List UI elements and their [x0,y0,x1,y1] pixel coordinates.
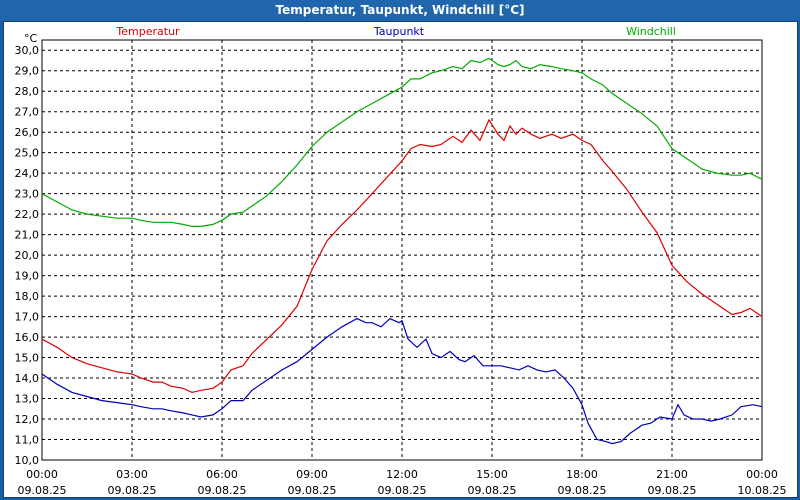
y-tick-label: 15,0 [15,352,40,365]
x-tick-time: 18:00 [566,468,598,481]
x-axis: 00:00 09.08.25 03:00 09.08.25 06:00 09.08.25 0… [18,468,787,497]
y-tick-label: 14,0 [15,372,40,385]
x-tick-time: 21:00 [656,468,688,481]
y-tick-label: 13,0 [15,393,40,406]
x-tick-date: 09.08.25 [468,484,517,497]
y-tick-label: 10,0 [15,454,40,467]
grid [41,40,763,461]
y-tick-label: 21,0 [15,229,40,242]
x-tick-date: 09.08.25 [648,484,697,497]
chart-title: Temperatur, Taupunkt, Windchill [°C] [0,0,800,21]
x-tick-date: 09.08.25 [198,484,247,497]
plot-border [41,39,763,461]
legend-item-temperatur: Temperatur [115,25,180,38]
y-tick-label: 19,0 [15,270,40,283]
series-line-taupunkt [41,317,763,445]
y-tick-label: 30,0 [15,44,40,57]
y-tick-label: 29,0 [15,65,40,78]
x-tick-time: 03:00 [116,468,148,481]
y-tick-label: 24,0 [15,167,40,180]
x-tick-date: 09.08.25 [288,484,337,497]
x-tick-date: 09.08.25 [378,484,427,497]
x-tick-date: 09.08.25 [108,484,157,497]
y-tick-label: 23,0 [15,188,40,201]
series-lines [41,57,763,445]
series-line-windchill [41,57,763,227]
x-tick-time: 15:00 [476,468,508,481]
y-tick-label: 16,0 [15,331,40,344]
y-tick-label: 17,0 [15,311,40,324]
x-tick-date: 09.08.25 [558,484,607,497]
plot-area [41,39,763,461]
series-line-temperatur [41,118,763,394]
y-tick-label: 11,0 [15,434,40,447]
y-unit-label: °C [24,32,38,45]
y-tick-label: 12,0 [15,413,40,426]
x-tick-time: 00:00 [746,468,778,481]
y-tick-label: 25,0 [15,147,40,160]
y-tick-label: 18,0 [15,290,40,303]
y-tick-label: 22,0 [15,208,40,221]
x-tick-time: 00:00 [26,468,58,481]
x-tick-time: 06:00 [206,468,238,481]
y-tick-label: 26,0 [15,126,40,139]
y-tick-label: 20,0 [15,249,40,262]
x-tick-date: 09.08.25 [18,484,67,497]
x-tick-date: 10.08.25 [738,484,787,497]
y-tick-label: 28,0 [15,85,40,98]
legend-item-taupunkt: Taupunkt [373,25,425,38]
y-axis: 10,0 11,0 12,0 13,0 14,0 15,0 16,0 17,0 18,0 19,0… [15,32,40,467]
y-tick-label: 27,0 [15,106,40,119]
x-tick-time: 09:00 [296,468,328,481]
legend-item-windchill: Windchill [626,25,676,38]
legend: Temperatur Taupunkt Windchill [115,25,676,38]
x-tick-time: 12:00 [386,468,418,481]
